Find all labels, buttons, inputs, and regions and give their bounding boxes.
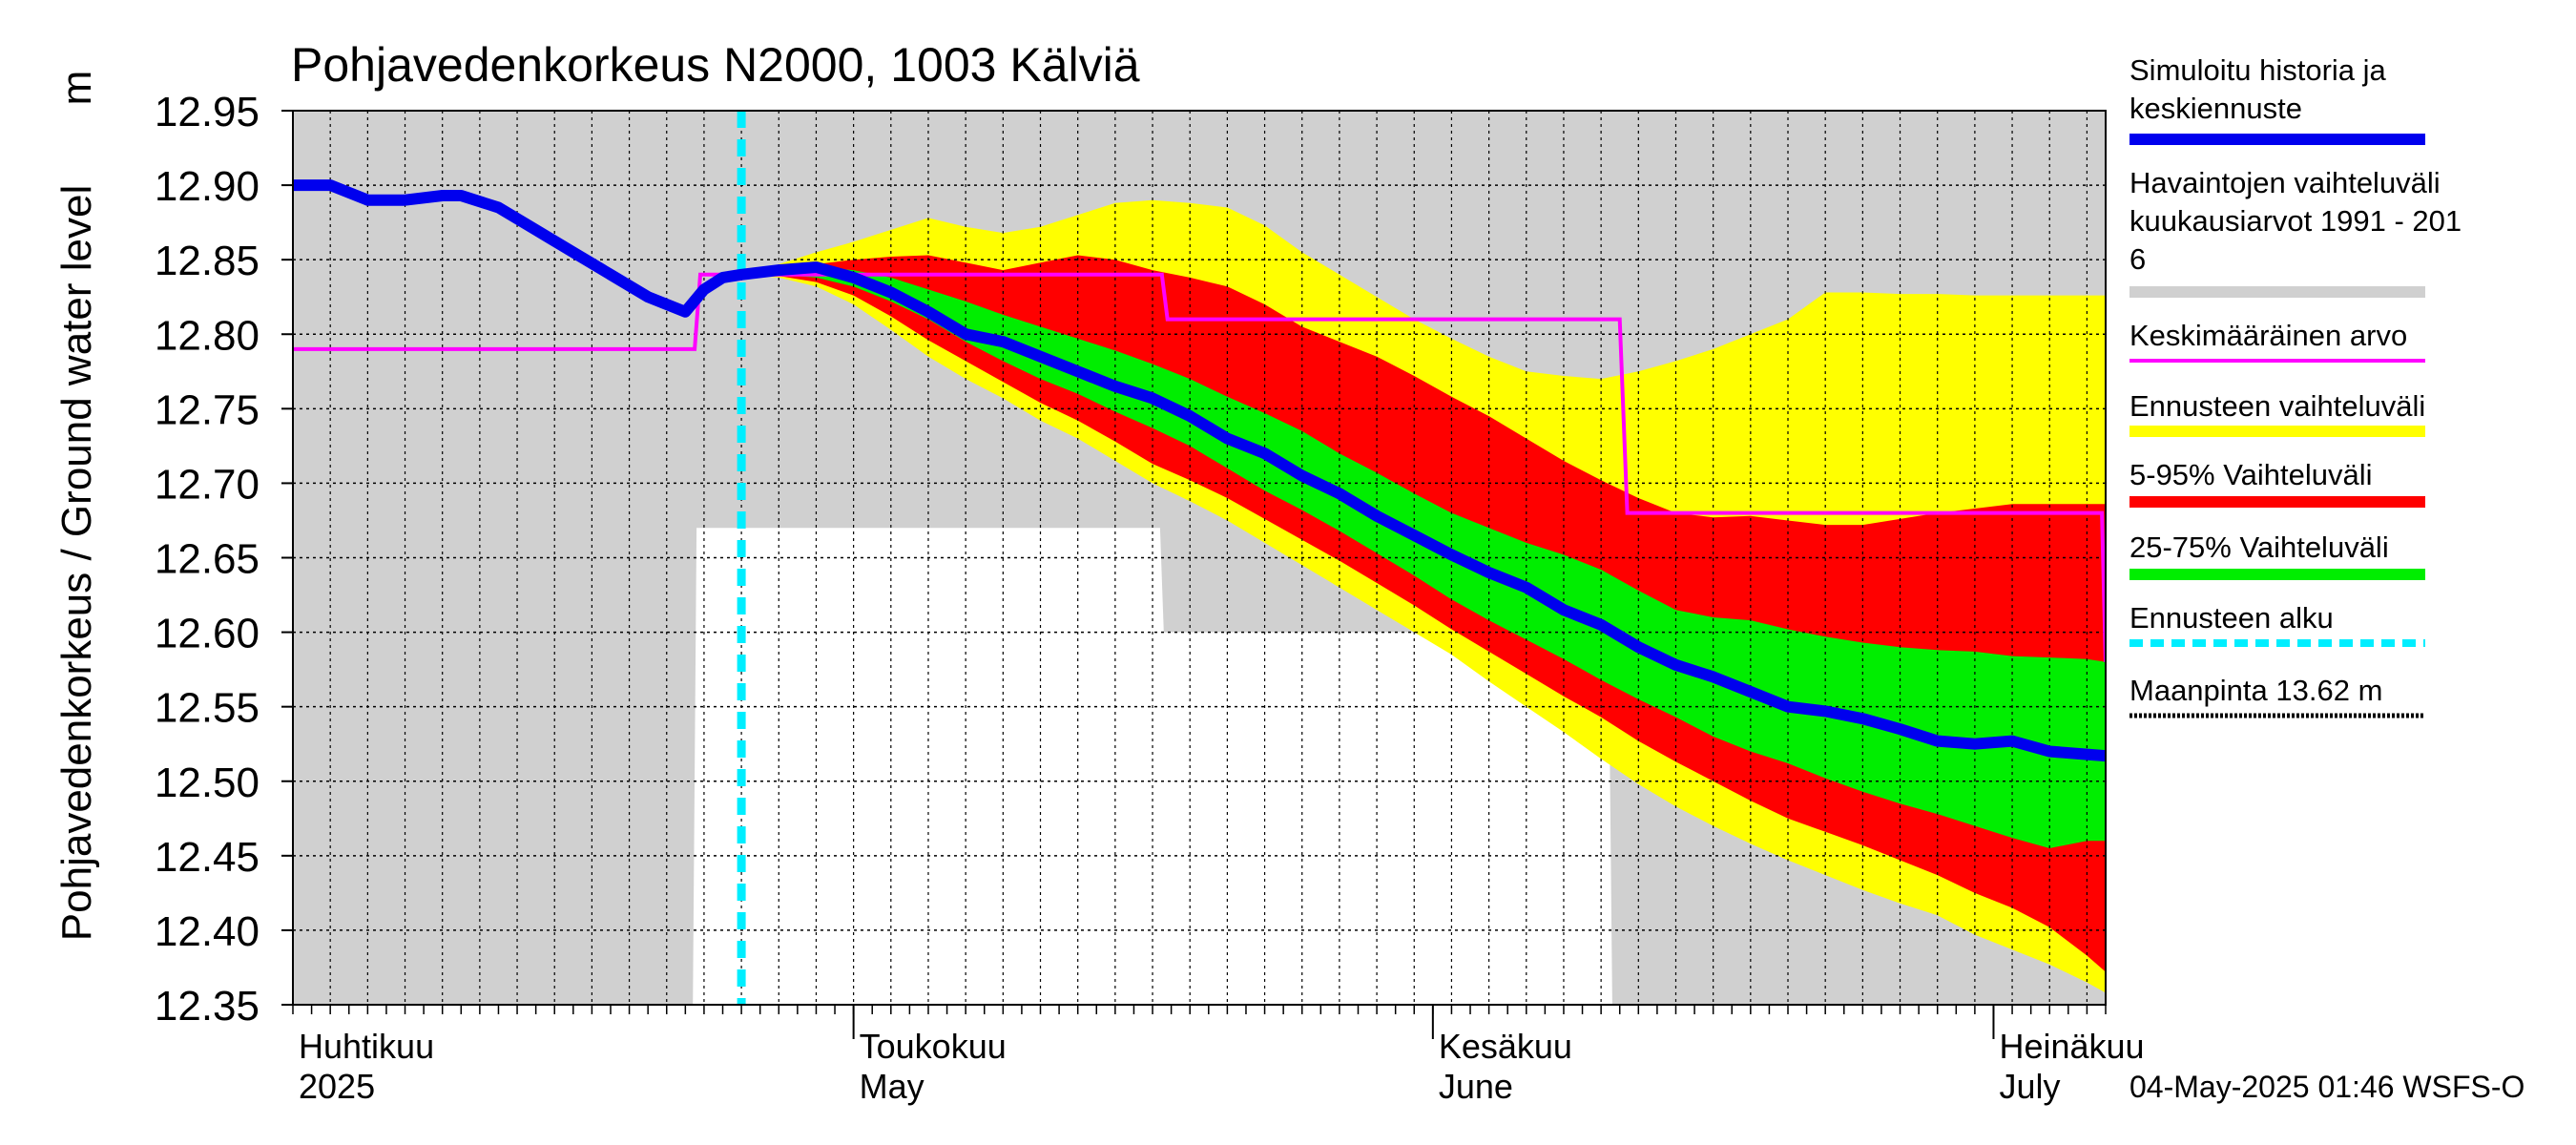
y-tick-label: 12.75 bbox=[155, 386, 260, 433]
y-tick-label: 12.95 bbox=[155, 89, 260, 135]
x-month-label-en: July bbox=[1999, 1067, 2060, 1106]
simulated-line bbox=[293, 179, 2106, 762]
y-axis-unit: m bbox=[53, 71, 100, 106]
y-tick-label: 12.90 bbox=[155, 163, 260, 210]
legend-label: Havaintojen vaihteluväli bbox=[2129, 166, 2441, 199]
legend-label: kuukausiarvot 1991 - 201 bbox=[2129, 204, 2462, 238]
x-month-label-en: May bbox=[860, 1067, 924, 1106]
y-tick-label: 12.45 bbox=[155, 834, 260, 881]
legend-label: Keskimääräinen arvo bbox=[2129, 319, 2407, 352]
range-5-95-band bbox=[741, 255, 2106, 972]
y-tick-label: 12.60 bbox=[155, 611, 260, 657]
y-tick-label: 12.70 bbox=[155, 461, 260, 508]
y-tick-label: 12.65 bbox=[155, 536, 260, 583]
timestamp: 04-May-2025 01:46 WSFS-O bbox=[2129, 1070, 2524, 1104]
legend-label: 6 bbox=[2129, 242, 2146, 276]
legend-label: 5-95% Vaihteluväli bbox=[2129, 458, 2372, 491]
y-tick-label: 12.55 bbox=[155, 685, 260, 732]
y-tick-label: 12.50 bbox=[155, 760, 260, 806]
y-axis-label: Pohjavedenkorkeus / Ground water level bbox=[53, 185, 100, 941]
y-tick-label: 12.85 bbox=[155, 238, 260, 284]
x-month-label-fi: Huhtikuu bbox=[299, 1027, 434, 1066]
legend-label: Simuloitu historia ja bbox=[2129, 53, 2387, 87]
y-tick-label: 12.35 bbox=[155, 983, 260, 1030]
y-tick-label: 12.40 bbox=[155, 908, 260, 955]
legend-label: Ennusteen alku bbox=[2129, 601, 2334, 635]
x-month-label-fi: Toukokuu bbox=[860, 1027, 1007, 1066]
x-month-label-en: June bbox=[1439, 1067, 1513, 1106]
mean-value-line bbox=[293, 272, 2106, 662]
x-month-label-fi: Kesäkuu bbox=[1439, 1027, 1572, 1066]
legend-label: Ennusteen vaihteluväli bbox=[2129, 389, 2425, 423]
y-tick-label: 12.80 bbox=[155, 312, 260, 359]
legend-label: 25-75% Vaihteluväli bbox=[2129, 531, 2389, 564]
legend-label: keskiennuste bbox=[2129, 92, 2302, 125]
x-month-label-en: 2025 bbox=[299, 1067, 375, 1106]
legend-label: Maanpinta 13.62 m bbox=[2129, 674, 2382, 707]
chart-title: Pohjavedenkorkeus N2000, 1003 Kälviä bbox=[291, 38, 1140, 92]
x-month-label-fi: Heinäkuu bbox=[1999, 1027, 2144, 1066]
